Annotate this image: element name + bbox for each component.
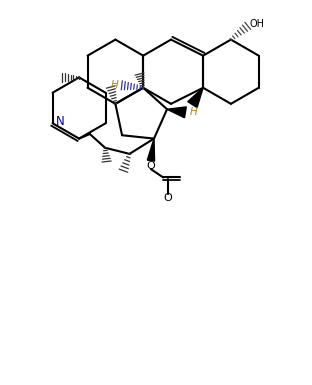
Polygon shape xyxy=(167,107,186,118)
Text: H: H xyxy=(190,107,198,117)
Text: OH: OH xyxy=(249,19,264,29)
Polygon shape xyxy=(147,139,154,161)
Text: O: O xyxy=(163,193,172,203)
Text: H: H xyxy=(110,80,118,90)
Text: O: O xyxy=(147,161,155,171)
Text: N: N xyxy=(56,115,64,128)
Polygon shape xyxy=(188,88,203,107)
